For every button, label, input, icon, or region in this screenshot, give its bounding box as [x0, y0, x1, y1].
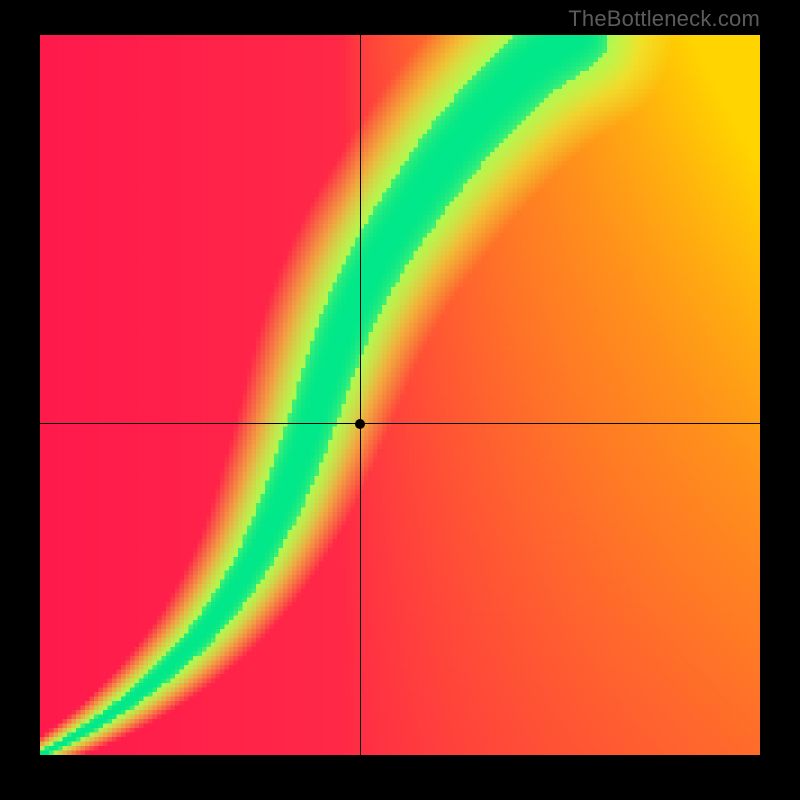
heatmap-canvas	[40, 35, 760, 755]
watermark-text: TheBottleneck.com	[568, 6, 760, 32]
plot-area	[40, 35, 760, 755]
crosshair-vertical	[360, 35, 361, 755]
crosshair-horizontal	[40, 423, 760, 424]
chart-container: TheBottleneck.com	[0, 0, 800, 800]
